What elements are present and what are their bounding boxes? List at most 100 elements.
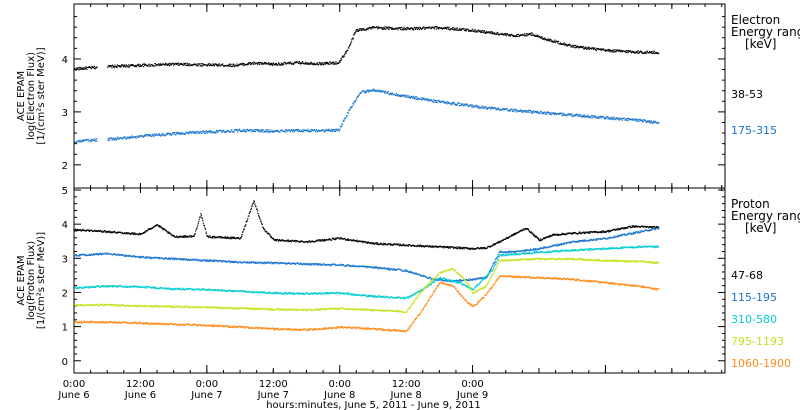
- data-point: [645, 51, 647, 53]
- data-point: [331, 264, 333, 266]
- data-point: [658, 228, 660, 230]
- data-point: [586, 115, 588, 117]
- data-point: [412, 97, 414, 99]
- data-point: [618, 119, 620, 121]
- data-point: [180, 258, 182, 260]
- data-point: [241, 63, 243, 65]
- data-point: [276, 130, 278, 132]
- data-point: [636, 225, 638, 227]
- data-point: [292, 240, 294, 242]
- data-point: [621, 235, 623, 237]
- data-point: [648, 230, 651, 232]
- data-point: [256, 62, 258, 64]
- data-point: [600, 115, 602, 118]
- data-point: [261, 262, 263, 265]
- data-point: [327, 129, 329, 131]
- data-point: [289, 129, 291, 131]
- data-point: [612, 49, 614, 51]
- data-point: [351, 105, 354, 108]
- data-point: [544, 247, 546, 249]
- data-point: [343, 120, 345, 122]
- data-point: [420, 244, 422, 247]
- data-point: [565, 43, 567, 46]
- data-point: [502, 107, 504, 110]
- data-point: [553, 113, 556, 116]
- data-point: [434, 246, 436, 248]
- data-point: [444, 26, 446, 29]
- data-point: [651, 52, 654, 55]
- data-point: [355, 31, 357, 33]
- data-point: [323, 63, 325, 65]
- data-point: [385, 90, 387, 93]
- data-point: [155, 65, 157, 67]
- data-point: [254, 261, 256, 264]
- data-point: [614, 235, 616, 237]
- data-point: [377, 90, 379, 92]
- data-point: [510, 235, 512, 238]
- data-point: [371, 27, 373, 29]
- data-point: [401, 94, 403, 97]
- data-point: [180, 63, 182, 66]
- data-point: [217, 260, 219, 262]
- data-point: [145, 256, 147, 258]
- data-point: [650, 52, 652, 54]
- data-point: [347, 239, 349, 241]
- data-point: [139, 285, 141, 288]
- data-point: [169, 257, 171, 259]
- data-point: [573, 45, 575, 47]
- data-point: [130, 255, 132, 257]
- data-point: [132, 63, 134, 66]
- data-point: [286, 239, 288, 241]
- data-point: [205, 130, 208, 132]
- data-point: [80, 140, 82, 142]
- data-point: [92, 253, 94, 256]
- data-point: [330, 128, 332, 130]
- data-point: [217, 64, 219, 67]
- data-point: [288, 239, 290, 241]
- data-point: [250, 63, 253, 65]
- data-point: [291, 131, 293, 133]
- data-point: [311, 264, 313, 266]
- data-point: [154, 225, 156, 227]
- data-point: [580, 116, 582, 118]
- data-point: [169, 133, 171, 135]
- data-point: [111, 139, 114, 141]
- data-point: [568, 113, 570, 115]
- data-point: [382, 244, 384, 246]
- data-point: [113, 66, 115, 69]
- data-point: [458, 247, 460, 249]
- data-point: [636, 50, 638, 52]
- data-point: [439, 245, 442, 247]
- data-point: [635, 52, 637, 54]
- data-point: [529, 33, 532, 35]
- data-point: [217, 237, 219, 239]
- data-point: [325, 62, 328, 65]
- data-point: [139, 255, 141, 257]
- data-point: [641, 51, 643, 53]
- data-point: [452, 27, 454, 29]
- data-point: [582, 48, 585, 50]
- data-point: [538, 248, 540, 250]
- data-point: [422, 98, 424, 100]
- data-point: [81, 68, 83, 70]
- data-point: [543, 38, 545, 40]
- y-tick-label: 0: [62, 357, 68, 368]
- data-point: [497, 242, 499, 244]
- data-point: [247, 63, 249, 65]
- data-point: [186, 236, 188, 238]
- data-point: [479, 277, 481, 280]
- data-point: [193, 235, 195, 237]
- data-point: [129, 137, 131, 139]
- data-point: [275, 263, 278, 265]
- data-point: [384, 242, 386, 245]
- data-point: [616, 236, 618, 238]
- data-point: [386, 267, 388, 270]
- data-point: [528, 229, 530, 232]
- data-point: [563, 43, 565, 45]
- data-point: [299, 62, 301, 64]
- data-point: [418, 27, 420, 29]
- data-point: [491, 107, 493, 109]
- data-point: [631, 233, 633, 235]
- data-point: [455, 29, 457, 31]
- data-point: [119, 65, 121, 67]
